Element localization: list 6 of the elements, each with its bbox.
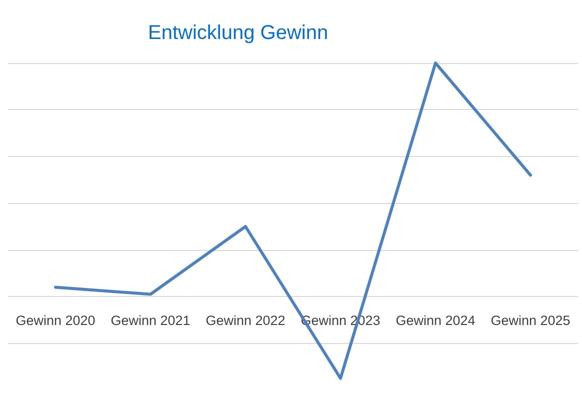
- chart-title: Entwicklung Gewinn: [148, 22, 328, 44]
- x-tick-label: Gewinn 2022: [206, 312, 286, 328]
- x-tick-label: Gewinn 2020: [16, 312, 96, 328]
- x-tick-label: Gewinn 2024: [396, 312, 476, 328]
- x-tick-label: Gewinn 2025: [490, 312, 570, 328]
- x-tick-label: Gewinn 2021: [110, 312, 190, 328]
